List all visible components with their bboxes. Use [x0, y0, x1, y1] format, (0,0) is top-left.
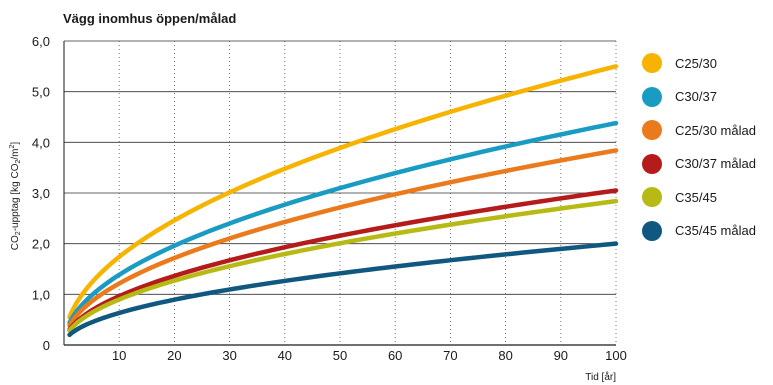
x-tick-label: 90 [554, 348, 568, 363]
x-tick-label: 20 [167, 348, 181, 363]
x-tick-label: 80 [498, 348, 512, 363]
legend-swatch [642, 86, 662, 107]
grid [63, 40, 617, 346]
y-axis-label-end: /m [10, 148, 21, 159]
y-axis-label-co: CO [10, 235, 21, 250]
legend-swatch [642, 220, 662, 241]
x-tick-label: 30 [222, 348, 236, 363]
y-axis-label-sub: 2 [15, 231, 22, 235]
y-tick-label: 5,0 [32, 85, 50, 100]
series-line [67, 198, 619, 333]
series-lines [67, 64, 619, 338]
legend-label: C30/37 målad [675, 156, 756, 171]
legend-swatch [642, 120, 662, 140]
y-tick-label: 0 [43, 338, 50, 353]
x-tick-label: 40 [278, 348, 292, 363]
y-axis-label-close: ] [10, 142, 21, 145]
legend-label: C25/30 målad [675, 122, 756, 138]
legend: C25/30 C30/37 C25/30 målad C30/37 målad C35/… [642, 50, 756, 251]
y-tick-label: 3,0 [32, 186, 50, 201]
series-line [67, 120, 619, 326]
series-line [67, 241, 619, 338]
x-tick-label: 10 [112, 348, 126, 363]
y-axis-label-sub2: 2 [15, 159, 22, 163]
x-tick-label: 60 [388, 348, 402, 363]
x-axis-label: Tid [år] [585, 371, 616, 383]
y-axis-label: CO2-upptag [kg CO2/m2] [9, 142, 22, 251]
x-tick-label: 100 [605, 348, 627, 363]
series-line [67, 188, 619, 332]
legend-swatch [642, 153, 662, 174]
legend-item: C35/45 målad [642, 218, 756, 244]
legend-swatch [642, 53, 662, 73]
y-axis-label-mid: -upptag [kg CO [10, 163, 21, 231]
legend-label: C35/45 [675, 189, 717, 205]
y-tick-labels: 0 1,0 2,0 3,0 4,0 5,0 6,0 [32, 34, 50, 353]
x-tick-label: 70 [443, 348, 457, 363]
legend-swatch [642, 187, 662, 207]
legend-item: C25/30 [642, 50, 756, 76]
series-line [67, 148, 619, 328]
legend-label: C30/37 [675, 89, 717, 104]
legend-label: C35/45 målad [675, 223, 756, 238]
legend-item: C25/30 målad [642, 117, 756, 143]
y-tick-label: 1,0 [32, 287, 50, 302]
x-tick-label: 50 [333, 348, 347, 363]
y-tick-label: 2,0 [32, 237, 50, 252]
y-tick-label: 6,0 [32, 34, 50, 49]
y-axis-label-sup: 2 [9, 144, 16, 148]
chart-title: Vägg inomhus öppen/målad [63, 11, 236, 26]
legend-item: C30/37 målad [642, 151, 756, 177]
x-tick-labels: 10 20 30 40 50 60 70 80 90 100 [112, 348, 627, 363]
series-line [67, 64, 619, 320]
legend-label: C25/30 [675, 55, 717, 71]
legend-item: C30/37 [642, 84, 756, 110]
legend-item: C35/45 [642, 184, 756, 210]
y-tick-label: 4,0 [32, 135, 50, 150]
